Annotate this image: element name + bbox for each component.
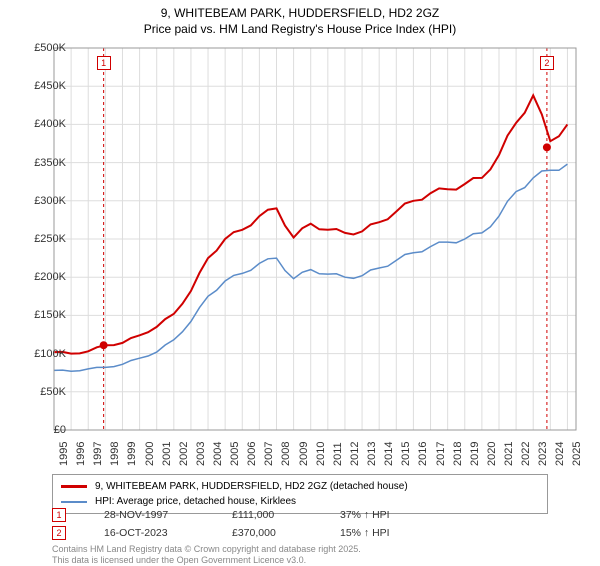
x-tick-label: 2009 (298, 442, 310, 466)
chart-svg (50, 44, 580, 434)
data-points-table: 1 28-NOV-1997 £111,000 37% ↑ HPI 2 16-OC… (52, 508, 390, 544)
y-tick-label: £150K (34, 309, 66, 321)
x-tick-label: 2013 (366, 442, 378, 466)
legend-swatch-1 (61, 485, 87, 488)
x-tick-label: 2000 (144, 442, 156, 466)
legend-swatch-2 (61, 501, 87, 503)
x-tick-label: 1998 (109, 442, 121, 466)
x-tick-label: 2019 (469, 442, 481, 466)
x-tick-label: 2025 (571, 442, 583, 466)
footer-line-1: Contains HM Land Registry data © Crown c… (52, 544, 361, 555)
marker-badge-2: 2 (52, 526, 66, 540)
x-tick-label: 2016 (417, 442, 429, 466)
data-point-date-1: 28-NOV-1997 (104, 509, 194, 521)
x-tick-label: 2010 (315, 442, 327, 466)
x-tick-label: 2020 (486, 442, 498, 466)
marker-badge-1: 1 (52, 508, 66, 522)
y-tick-label: £50K (40, 386, 66, 398)
y-tick-label: £0 (54, 424, 66, 436)
y-tick-label: £400K (34, 118, 66, 130)
legend-label-1: 9, WHITEBEAM PARK, HUDDERSFIELD, HD2 2GZ… (95, 479, 408, 494)
x-tick-label: 1995 (58, 442, 70, 466)
chart-plot-area (50, 44, 580, 434)
footer-line-2: This data is licensed under the Open Gov… (52, 555, 361, 566)
y-tick-label: £100K (34, 348, 66, 360)
x-tick-label: 2017 (435, 442, 447, 466)
footer-attribution: Contains HM Land Registry data © Crown c… (52, 544, 361, 566)
x-tick-label: 2011 (332, 442, 344, 466)
x-tick-label: 2023 (537, 442, 549, 466)
x-tick-label: 2002 (178, 442, 190, 466)
x-tick-label: 2021 (503, 442, 515, 466)
x-tick-label: 1996 (75, 442, 87, 466)
y-tick-label: £450K (34, 80, 66, 92)
y-tick-label: £350K (34, 157, 66, 169)
title-line-1: 9, WHITEBEAM PARK, HUDDERSFIELD, HD2 2GZ (0, 6, 600, 22)
x-tick-label: 2024 (554, 442, 566, 466)
data-point-date-2: 16-OCT-2023 (104, 527, 194, 539)
onchart-marker-badge: 1 (97, 56, 111, 70)
x-tick-label: 2003 (195, 442, 207, 466)
x-tick-label: 2007 (263, 442, 275, 466)
x-tick-label: 1997 (92, 442, 104, 466)
data-point-price-1: £111,000 (232, 509, 302, 521)
data-point-delta-1: 37% ↑ HPI (340, 509, 390, 521)
data-point-delta-2: 15% ↑ HPI (340, 527, 390, 539)
x-tick-label: 2001 (161, 442, 173, 466)
legend-row-2: HPI: Average price, detached house, Kirk… (61, 494, 539, 509)
x-tick-label: 2015 (400, 442, 412, 466)
y-tick-label: £500K (34, 42, 66, 54)
y-tick-label: £250K (34, 233, 66, 245)
legend-row-1: 9, WHITEBEAM PARK, HUDDERSFIELD, HD2 2GZ… (61, 479, 539, 494)
data-point-row-1: 1 28-NOV-1997 £111,000 37% ↑ HPI (52, 508, 390, 522)
x-tick-label: 2008 (280, 442, 292, 466)
x-tick-label: 2006 (246, 442, 258, 466)
legend-label-2: HPI: Average price, detached house, Kirk… (95, 494, 296, 509)
x-tick-label: 2022 (520, 442, 532, 466)
chart-title: 9, WHITEBEAM PARK, HUDDERSFIELD, HD2 2GZ… (0, 0, 600, 37)
title-line-2: Price paid vs. HM Land Registry's House … (0, 22, 600, 38)
x-tick-label: 2005 (229, 442, 241, 466)
onchart-marker-badge: 2 (540, 56, 554, 70)
x-tick-label: 2004 (212, 442, 224, 466)
x-tick-label: 2014 (383, 442, 395, 466)
y-tick-label: £200K (34, 271, 66, 283)
y-tick-label: £300K (34, 195, 66, 207)
x-tick-label: 2012 (349, 442, 361, 466)
x-tick-label: 1999 (126, 442, 138, 466)
data-point-price-2: £370,000 (232, 527, 302, 539)
x-tick-label: 2018 (452, 442, 464, 466)
data-point-row-2: 2 16-OCT-2023 £370,000 15% ↑ HPI (52, 526, 390, 540)
